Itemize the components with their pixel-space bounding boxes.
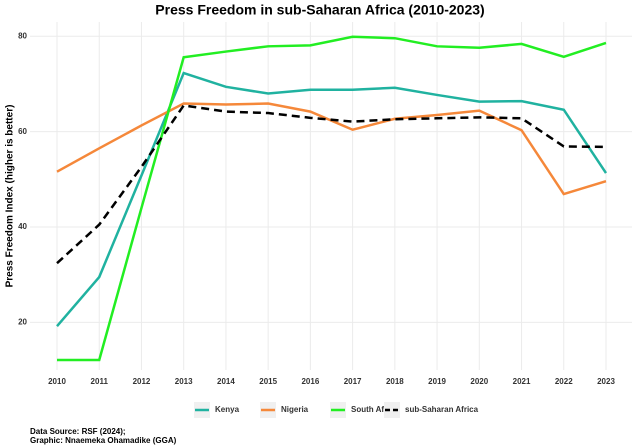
x-tick-label: 2016 xyxy=(301,377,319,386)
legend-label: South Africa xyxy=(351,405,399,414)
y-axis-title: Press Freedom Index (higher is better) xyxy=(5,105,16,288)
y-tick-label: 20 xyxy=(18,317,27,326)
x-tick-label: 2021 xyxy=(513,377,531,386)
series-line xyxy=(57,35,607,362)
x-tick-label: 2023 xyxy=(597,377,615,386)
caption: Graphic: Nnaemeka Ohamadike (GGA) xyxy=(30,436,177,445)
x-tick-label: 2020 xyxy=(470,377,488,386)
legend-label: Kenya xyxy=(215,405,240,414)
x-tick-label: 2017 xyxy=(344,377,362,386)
x-tick-label: 2015 xyxy=(259,377,277,386)
x-tick-label: 2014 xyxy=(217,377,235,386)
chart-title: Press Freedom in sub-Saharan Africa (201… xyxy=(155,2,484,18)
legend-label: Nigeria xyxy=(281,405,309,414)
legend-label: sub-Saharan Africa xyxy=(405,405,479,414)
legend-key xyxy=(384,402,400,418)
x-tick-label: 2019 xyxy=(428,377,446,386)
x-tick-label: 2022 xyxy=(555,377,573,386)
x-tick-label: 2010 xyxy=(48,377,66,386)
y-tick-label: 60 xyxy=(18,127,27,136)
x-tick-label: 2012 xyxy=(133,377,151,386)
y-tick-label: 80 xyxy=(18,31,27,40)
series-line xyxy=(56,104,607,265)
x-tick-label: 2011 xyxy=(91,377,109,386)
caption: Data Source: RSF (2024); xyxy=(30,427,126,436)
x-tick-label: 2013 xyxy=(175,377,193,386)
y-tick-label: 40 xyxy=(18,222,27,231)
series-line xyxy=(56,71,608,327)
x-tick-label: 2018 xyxy=(386,377,404,386)
